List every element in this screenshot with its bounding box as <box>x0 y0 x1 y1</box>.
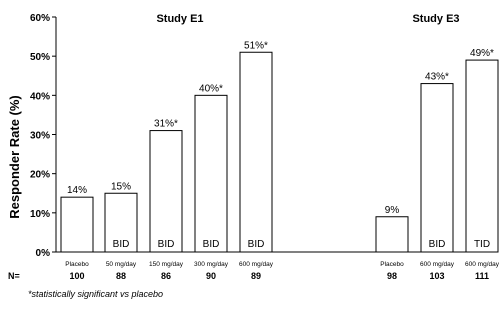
category-label: 300 mg/day <box>194 261 229 268</box>
bar <box>194 94 228 253</box>
bar <box>239 51 273 253</box>
bar-inner-label: BID <box>113 239 130 250</box>
bar-inner-label: BID <box>248 239 265 250</box>
category-label: 50 mg/day <box>106 261 137 268</box>
bar-value-label: 40%* <box>199 83 223 94</box>
n-value: 111 <box>475 271 489 281</box>
category-label: 600 mg/day <box>465 261 500 268</box>
footnote: *statistically significant vs placebo <box>28 289 164 299</box>
n-value: 88 <box>116 271 126 281</box>
bar <box>420 83 454 253</box>
category-label: Placebo <box>380 261 404 268</box>
bar-value-label: 31%* <box>154 119 178 130</box>
category-label: Placebo <box>65 261 89 268</box>
n-value: 86 <box>161 271 171 281</box>
y-tick-label: 50% <box>30 52 50 63</box>
bar-inner-label: BID <box>429 239 446 250</box>
n-label: N= <box>8 271 20 281</box>
y-tick-label: 40% <box>30 91 50 102</box>
bar-inner-label: TID <box>474 239 490 250</box>
y-tick-label: 10% <box>30 209 50 220</box>
bar-value-label: 15% <box>111 181 131 192</box>
bar-value-label: 49%* <box>470 48 494 59</box>
n-value: 98 <box>387 271 397 281</box>
bar-value-label: 14% <box>67 185 87 196</box>
bar <box>465 59 499 253</box>
category-label: 600 mg/day <box>239 261 274 268</box>
y-tick-label: 30% <box>30 131 50 142</box>
y-tick-label: 20% <box>30 170 50 181</box>
bar <box>375 216 409 253</box>
bar-value-label: 43%* <box>425 72 449 83</box>
n-value: 89 <box>251 271 261 281</box>
bar-inner-label: BID <box>203 239 220 250</box>
bar <box>104 192 138 253</box>
group-titles: Study E1 Study E3 <box>156 13 459 25</box>
bar-value-label: 51%* <box>244 40 268 51</box>
bar <box>60 196 94 253</box>
group-title: Study E3 <box>412 13 459 25</box>
bars <box>60 51 499 253</box>
x-axis-labels: Placebo 100 50 mg/day 88 150 mg/day 86 300 mg/… <box>65 261 499 281</box>
y-tick-label: 0% <box>36 248 51 259</box>
n-value: 100 <box>69 271 84 281</box>
category-label: 150 mg/day <box>149 261 184 268</box>
y-tick-label: 60% <box>30 13 50 24</box>
y-axis-label: Responder Rate (%) <box>7 95 22 219</box>
n-value: 103 <box>429 271 444 281</box>
category-label: 600 mg/day <box>420 261 455 268</box>
group-title: Study E1 <box>156 13 203 25</box>
value-labels: 14% 15% BID 31%* BID 40%* BID 51%* BID 9% 43%* BID 4… <box>67 40 494 250</box>
bar-value-label: 9% <box>385 205 400 216</box>
bar <box>149 130 183 253</box>
n-value: 90 <box>206 271 216 281</box>
bar-inner-label: BID <box>158 239 175 250</box>
